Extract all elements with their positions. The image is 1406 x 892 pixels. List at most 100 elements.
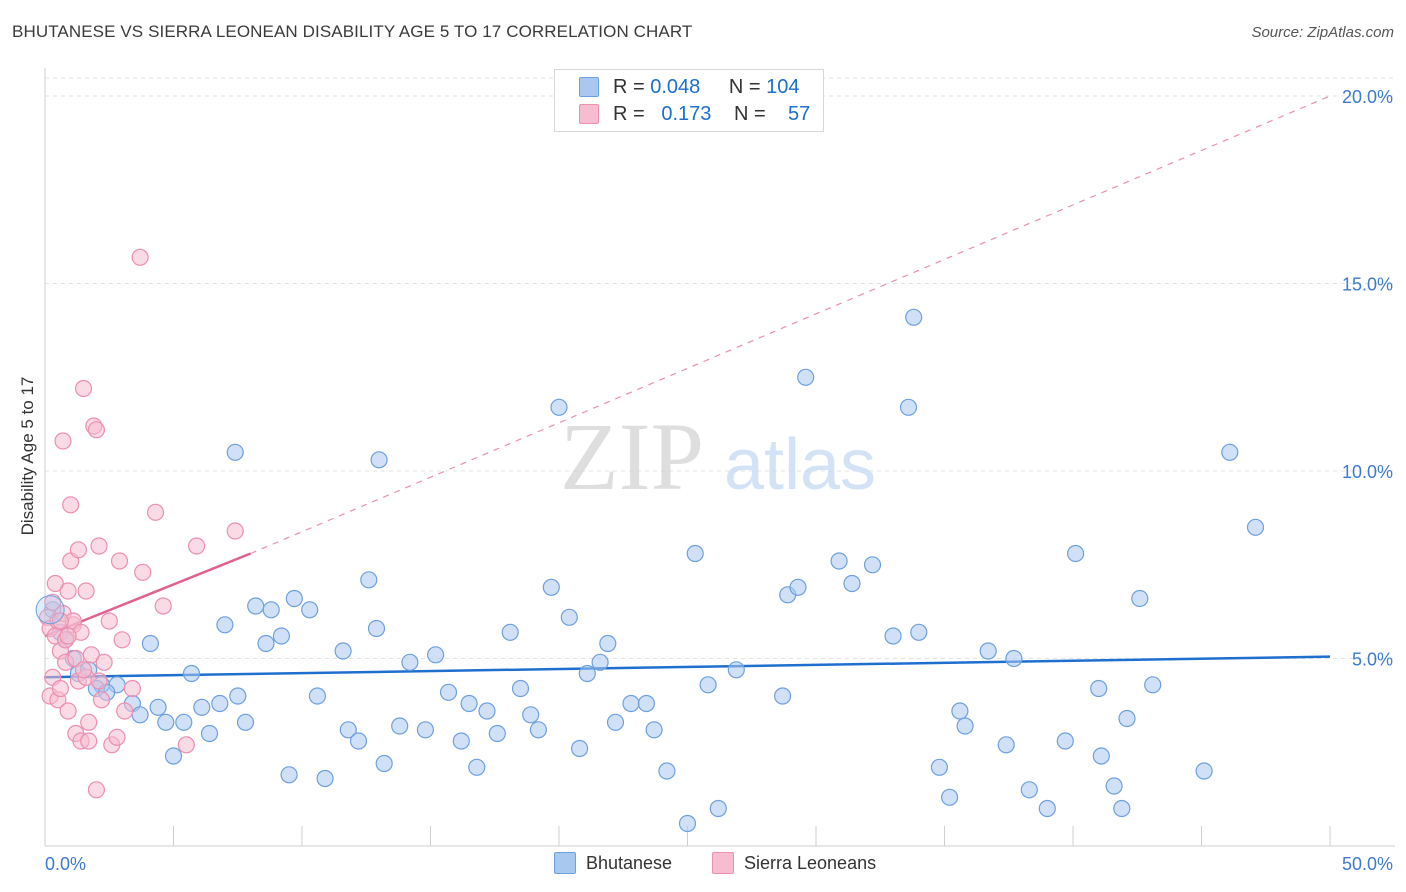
- blue-swatch-icon: [579, 77, 599, 97]
- bhutanese-point: [175, 713, 193, 731]
- grid-lines: [45, 77, 1395, 659]
- bhutanese-point: [979, 642, 997, 660]
- pink-swatch-icon: [579, 104, 599, 124]
- bhutanese-point: [773, 687, 792, 705]
- bhutanese-point: [645, 721, 663, 739]
- bhutanese-point: [375, 754, 393, 773]
- sierra-leonean-point: [74, 379, 93, 398]
- legend-label-bhutanese: Bhutanese: [586, 852, 673, 873]
- sierra-leonean-point: [87, 781, 106, 799]
- bhutanese-point: [797, 368, 815, 386]
- bhutanese-point: [501, 623, 519, 641]
- bhutanese-point: [658, 762, 676, 780]
- bhutanese-point: [940, 788, 959, 806]
- bhutanese-point: [686, 544, 704, 563]
- bhutanese-point: [956, 717, 974, 735]
- bhutanese-point: [370, 451, 388, 469]
- sierra-leonean-point: [59, 582, 77, 600]
- bhutanese-point: [334, 642, 352, 660]
- series-legend: Bhutanese Sierra Leoneans: [0, 852, 1406, 878]
- sierra-leonean-point: [69, 541, 88, 559]
- sierra-leonean-point: [108, 728, 126, 746]
- sierra-leonean-point: [146, 503, 165, 521]
- correlation-legend: R = 0.048 N = 104 R = 0.173 N = 57: [554, 69, 824, 132]
- legend-label-sierra-leoneans: Sierra Leoneans: [744, 852, 877, 873]
- bhutanese-point: [308, 687, 326, 705]
- bhutanese-point: [416, 721, 434, 739]
- sierra-leonean-point: [123, 679, 141, 698]
- bhutanese-point: [522, 706, 540, 724]
- bhutanese-point: [550, 398, 568, 416]
- bhutanese-point: [229, 687, 247, 705]
- bhutanese-point: [930, 758, 949, 776]
- bhutanese-point: [164, 747, 183, 765]
- legend-n-label: N =: [734, 102, 766, 125]
- bhutanese-point: [899, 398, 918, 416]
- legend-r-value: 0.173: [661, 102, 712, 125]
- bhutanese-point: [257, 634, 275, 653]
- bhutanese-point: [699, 676, 717, 694]
- bhutanese-point: [1056, 732, 1074, 750]
- bhutanese-point: [35, 595, 65, 625]
- source-label: Source: ZipAtlas.com: [1251, 24, 1394, 41]
- sierra-leonean-point: [80, 713, 98, 731]
- sierra-leonean-point: [92, 691, 111, 709]
- bhutanese-point: [141, 634, 159, 653]
- bhutanese-point: [997, 736, 1015, 754]
- bhutanese-point: [157, 713, 175, 731]
- legend-item-sierra-leoneans: Sierra Leoneans: [712, 852, 876, 874]
- pink-swatch-icon: [712, 852, 734, 874]
- watermark-atlas: atlas: [724, 425, 876, 505]
- bhutanese-point: [131, 706, 149, 724]
- bhutanese-point: [1221, 443, 1239, 461]
- bhutanese-point: [488, 724, 506, 743]
- sierra-leonean-point: [116, 702, 134, 720]
- bhutanese-point: [360, 571, 378, 589]
- sierra-leonean-point: [44, 593, 62, 611]
- bhutanese-point: [367, 619, 386, 638]
- bhutanese-point: [843, 574, 861, 593]
- bhutanese-point: [560, 608, 578, 626]
- bhutanese-point: [182, 664, 201, 683]
- data-points: [35, 248, 1265, 833]
- bhutanese-point: [1195, 762, 1213, 780]
- blue-swatch-icon: [554, 852, 576, 874]
- bhutanese-point: [1092, 747, 1110, 765]
- bhutanese-point: [272, 627, 290, 645]
- bhutanese-point: [460, 694, 478, 713]
- bhutanese-point: [285, 589, 303, 608]
- bhutanese-point: [606, 713, 625, 731]
- bhutanese-point: [316, 769, 334, 788]
- x-tick-label: 0.0%: [45, 854, 86, 874]
- axes: 5.0% 10.0% 15.0% 20.0% 0.0% 50.0%: [44, 68, 1395, 874]
- bhutanese-point: [1118, 709, 1136, 728]
- bhutanese-point: [149, 698, 167, 716]
- bhutanese-point: [216, 616, 234, 634]
- bhutanese-point: [910, 623, 928, 641]
- bhutanese-point: [1131, 589, 1149, 608]
- bhutanese-point: [401, 653, 419, 671]
- sierra-leonean-point: [87, 421, 106, 439]
- bhutanese-point: [301, 601, 319, 619]
- bhutanese-point: [478, 702, 496, 720]
- bhutanese-point: [591, 653, 609, 671]
- y-axis-title: Disability Age 5 to 17: [18, 377, 37, 536]
- bhutanese-point: [1038, 799, 1056, 818]
- bhutanese-point: [1066, 544, 1085, 563]
- sierra-leonean-point: [177, 736, 195, 754]
- bhutanese-point: [262, 601, 280, 619]
- sierra-leonean-point: [90, 537, 108, 555]
- legend-r-label: R =: [613, 102, 645, 125]
- sierra-leonean-point: [80, 732, 98, 750]
- sierra-leonean-point: [226, 522, 244, 540]
- bhutanese-point: [1005, 649, 1023, 668]
- bhutanese-point: [468, 758, 486, 776]
- bhutanese-point: [578, 664, 596, 683]
- sierra-leonean-point: [154, 597, 172, 615]
- bhutanese-point: [542, 578, 560, 596]
- bhutanese-point: [452, 732, 470, 750]
- watermark: ZIP atlas: [560, 403, 876, 510]
- bhutanese-point: [637, 694, 656, 713]
- bhutanese-point: [951, 702, 969, 720]
